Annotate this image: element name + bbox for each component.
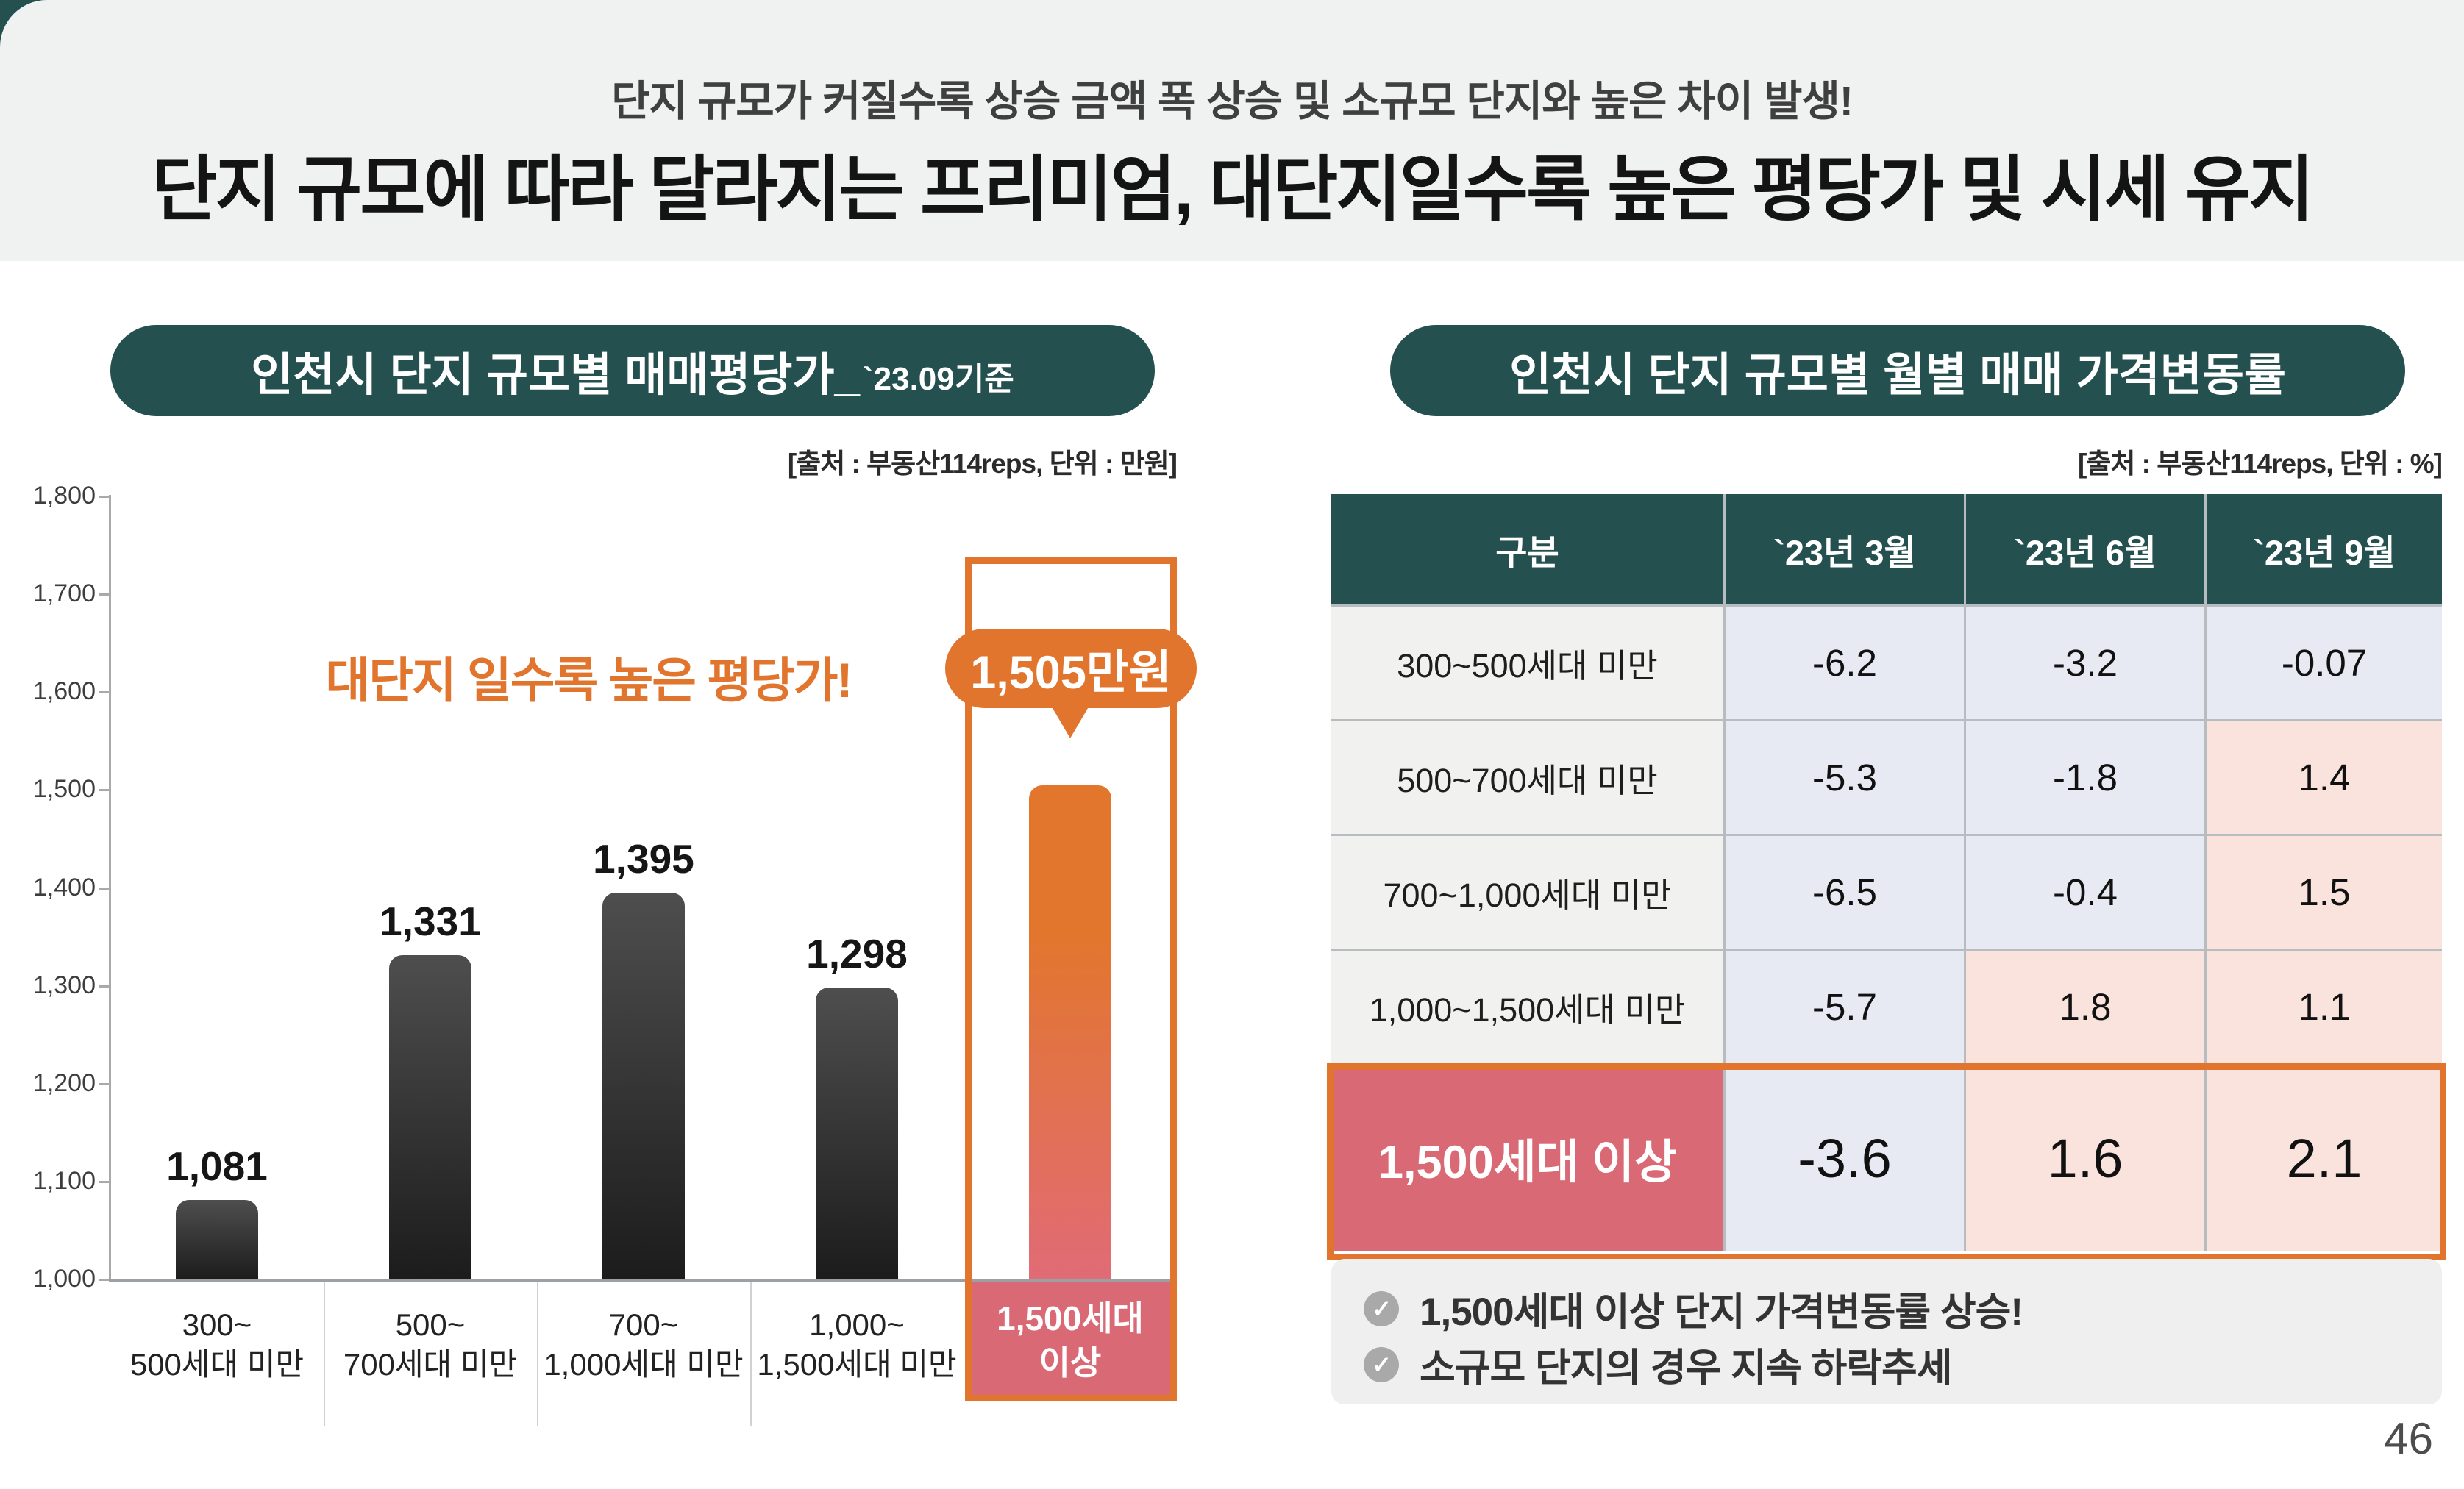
note-item: ✓ 1,500세대 이상 단지 가격변동률 상승!	[1364, 1281, 2410, 1337]
x-label-divider	[324, 1282, 325, 1426]
y-tick-label: 1,100	[32, 1166, 96, 1195]
y-tick-mark	[99, 496, 110, 498]
y-tick-mark	[99, 1180, 110, 1183]
callout-tail	[1050, 704, 1090, 738]
table-cell: -0.07	[2207, 607, 2442, 719]
left-chart-title: 인천시 단지 규모별 매매평당가_	[251, 350, 860, 401]
y-tick-label: 1,300	[32, 971, 96, 999]
y-tick-mark	[99, 789, 110, 792]
chart-annotation: 대단지 일수록 높은 평당가!	[325, 653, 853, 707]
right-table-source: [출처 : 부동산114reps, 단위 : %]	[2078, 449, 2443, 479]
table-row-label: 1,500세대 이상	[1331, 1065, 1723, 1251]
table-row-label: 300~500세대 미만	[1331, 607, 1723, 719]
table-cell: 2.1	[2207, 1065, 2442, 1251]
x-axis-label-highlight: 1,500세대 이상	[968, 1282, 1172, 1400]
y-tick-label: 1,200	[32, 1068, 96, 1097]
slide-subtitle: 단지 규모가 커질수록 상승 금액 폭 상승 및 소규모 단지와 높은 차이 발…	[611, 78, 1854, 125]
bar-value-label: 1,331	[380, 899, 481, 945]
price-change-table: 구분 `23년 3월 `23년 6월 `23년 9월 300~500세대 미만 -6.2-…	[1331, 494, 2442, 1251]
x-axis-label: 700~ 1,000세대 미만	[544, 1307, 744, 1382]
y-tick-mark	[99, 1082, 110, 1085]
table-row-label: 500~700세대 미만	[1331, 721, 1723, 834]
table-cell: -5.3	[1726, 721, 1964, 834]
y-tick-label: 1,000	[32, 1265, 96, 1293]
y-tick-mark	[99, 887, 110, 890]
right-table-title-pill: 인천시 단지 규모별 월별 매매 가격변동률	[1390, 325, 2405, 416]
y-tick-label: 1,400	[32, 873, 96, 901]
table-row-label: 1,000~1,500세대 미만	[1331, 951, 1723, 1063]
bar-4	[816, 988, 898, 1279]
highlight-outline-box	[965, 557, 1177, 1401]
page-number: 46	[2384, 1414, 2433, 1463]
table-row-label: 700~1,000세대 미만	[1331, 836, 1723, 949]
x-axis-line	[109, 1279, 1177, 1282]
bar-5	[1029, 785, 1111, 1279]
note-text: 1,500세대 이상 단지 가격변동률 상승!	[1420, 1290, 2023, 1334]
table-cell: -0.4	[1966, 836, 2204, 949]
x-label-divider	[750, 1282, 752, 1426]
table-cell: -3.6	[1726, 1065, 1964, 1251]
table-cell: -6.2	[1726, 607, 1964, 719]
left-chart-title-pill: 인천시 단지 규모별 매매평당가_ `23.09기준	[110, 325, 1155, 416]
header-band: 단지 규모가 커질수록 상승 금액 폭 상승 및 소규모 단지와 높은 차이 발…	[0, 0, 2464, 261]
right-table-title: 인천시 단지 규모별 월별 매매 가격변동률	[1509, 350, 2286, 401]
check-icon: ✓	[1364, 1291, 1399, 1326]
y-tick-mark	[99, 985, 110, 988]
bar-value-label: 1,298	[806, 931, 908, 977]
table-cell: -5.7	[1726, 951, 1964, 1063]
bar-1	[176, 1200, 258, 1279]
bar-chart: 1,000 1,100 1,200 1,300 1,400 1,500 1,600 1,700…	[33, 471, 1221, 1456]
y-tick-label: 1,500	[32, 775, 96, 804]
x-label-divider	[537, 1282, 538, 1426]
table-header-cell: 구분	[1331, 494, 1723, 604]
table-header-cell: `23년 9월	[2207, 494, 2442, 604]
table-cell: 1.4	[2207, 721, 2442, 834]
x-axis-label: 1,000~ 1,500세대 미만	[757, 1307, 957, 1382]
bar-value-label: 1,081	[166, 1143, 268, 1190]
note-text: 소규모 단지의 경우 지속 하락추세	[1420, 1346, 1953, 1390]
bar-2	[389, 955, 471, 1279]
y-axis-line	[109, 495, 111, 1282]
callout-bubble: 1,505만원	[945, 629, 1197, 708]
check-icon: ✓	[1364, 1347, 1399, 1382]
y-tick-mark	[99, 1279, 110, 1281]
table-header-cell: `23년 3월	[1726, 494, 1964, 604]
table-cell: 1.6	[1966, 1065, 2204, 1251]
left-chart-title-date: `23.09기준	[862, 361, 1014, 397]
x-axis-label: 300~ 500세대 미만	[129, 1307, 305, 1382]
left-chart-source: [출처 : 부동산114reps, 단위 : 만원]	[787, 449, 1178, 479]
table-header-cell: `23년 6월	[1966, 494, 2204, 604]
slide-title: 단지 규모에 따라 달라지는 프리미엄, 대단지일수록 높은 평당가 및 시세 …	[152, 149, 2315, 229]
table-cell: -6.5	[1726, 836, 1964, 949]
notes-box: ✓ 1,500세대 이상 단지 가격변동률 상승! ✓ 소규모 단지의 경우 지속 하…	[1331, 1259, 2442, 1404]
table-cell: 1.5	[2207, 836, 2442, 949]
note-item: ✓ 소규모 단지의 경우 지속 하락추세	[1364, 1337, 2410, 1393]
bar-value-label: 1,395	[593, 836, 694, 882]
y-tick-label: 1,800	[32, 482, 96, 510]
y-tick-label: 1,700	[32, 579, 96, 608]
table-cell: -3.2	[1966, 607, 2204, 719]
bar-3	[602, 893, 685, 1279]
y-tick-mark	[99, 593, 110, 596]
table-cell: -1.8	[1966, 721, 2204, 834]
x-axis-label: 500~ 700세대 미만	[343, 1307, 518, 1382]
y-tick-mark	[99, 691, 110, 694]
y-tick-label: 1,600	[32, 677, 96, 706]
table-cell: 1.1	[2207, 951, 2442, 1063]
table-cell: 1.8	[1966, 951, 2204, 1063]
